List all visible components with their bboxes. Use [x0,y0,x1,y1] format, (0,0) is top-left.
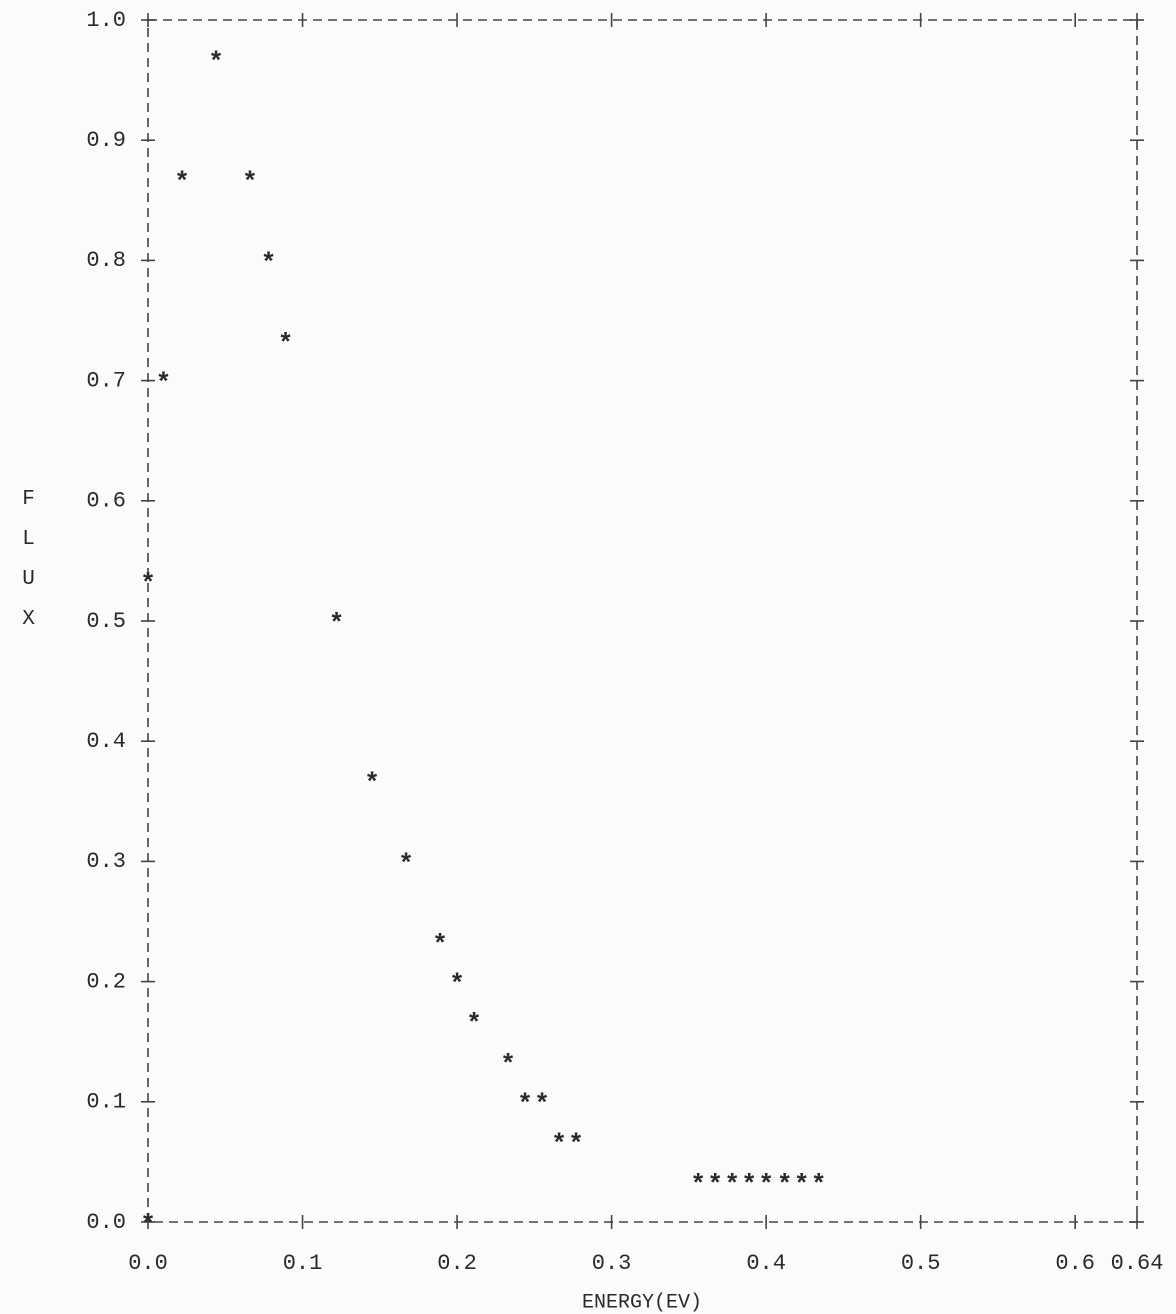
plot-frame [148,20,1137,1222]
data-point: * [242,168,258,198]
data-point: * [758,1170,774,1200]
x-axis-label: ENERGY(EV) [582,1291,702,1314]
x-tick-label: 0.64 [1111,1251,1164,1276]
x-tick-label: 0.3 [592,1251,632,1276]
y-tick-label: 0.3 [86,849,126,874]
data-point: * [741,1170,757,1200]
data-point: * [261,248,277,278]
x-tick-label: 0.4 [746,1251,786,1276]
data-point: * [551,1129,567,1159]
data-point: * [517,1090,533,1120]
y-tick-label: 0.2 [86,969,126,994]
y-tick-label: 1.0 [86,8,126,33]
data-point: * [500,1050,516,1080]
data-point: * [811,1170,827,1200]
data-point: * [449,969,465,999]
data-point: * [156,368,172,398]
data-point: * [568,1129,584,1159]
data-point: * [707,1170,723,1200]
y-tick-label: 0.5 [86,609,126,634]
data-point: * [466,1009,482,1039]
data-point: * [329,609,345,639]
data-point: * [398,849,414,879]
y-tick-label: 0.0 [86,1210,126,1235]
data-point: * [140,1210,156,1240]
data-point: * [690,1170,706,1200]
y-tick-label: 0.8 [86,248,126,273]
x-tick-label: 0.1 [283,1251,323,1276]
x-tick-label: 0.5 [901,1251,941,1276]
y-tick-label: 0.7 [86,368,126,393]
data-point: * [534,1090,550,1120]
chart: ENERGY(EV) 0.0 0.1 0.2 0.3 0.4 0.5 0.6 0.7 0.8 0.… [0,0,1176,1314]
x-tick-label: 0.2 [437,1251,477,1276]
y-tick-label: 0.4 [86,729,126,754]
data-point: * [794,1170,810,1200]
x-tick-label: 0.6 [1055,1251,1095,1276]
data-point: * [278,329,294,359]
data-point: * [140,569,156,599]
data-point: * [432,930,448,960]
y-tick-label: 0.1 [86,1090,126,1115]
data-point: * [208,48,224,78]
y-tick-label: 0.6 [86,489,126,514]
y-tick-label: 0.9 [86,128,126,153]
page: {"chart_data": {"type": "scatter", "x_la… [0,0,1176,1314]
data-point: * [777,1170,793,1200]
x-tick-label: 0.0 [128,1251,168,1276]
data-point: * [174,168,190,198]
data-point: * [724,1170,740,1200]
data-point: * [364,769,380,799]
